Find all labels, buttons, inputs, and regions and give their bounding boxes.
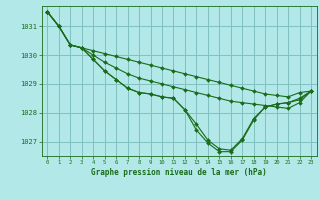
- X-axis label: Graphe pression niveau de la mer (hPa): Graphe pression niveau de la mer (hPa): [91, 168, 267, 177]
